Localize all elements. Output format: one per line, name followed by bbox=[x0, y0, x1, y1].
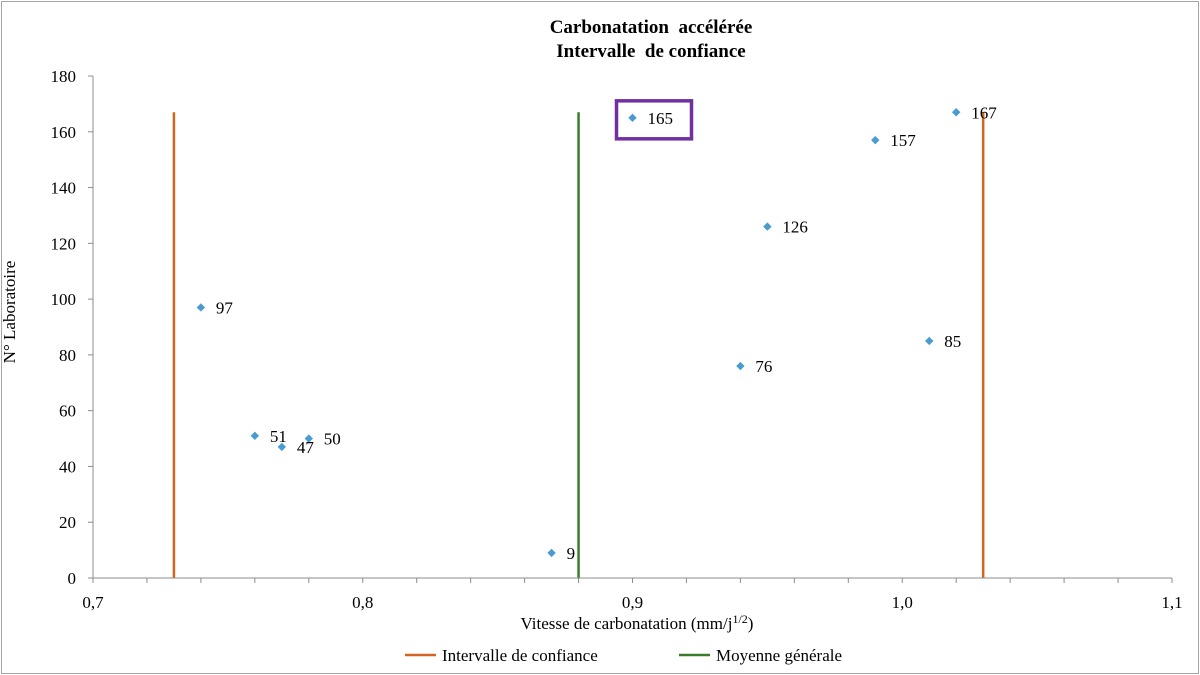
x-axis-label-superscript: 1/2 bbox=[732, 612, 747, 626]
y-tick-label: 180 bbox=[51, 67, 77, 86]
highlight-box bbox=[614, 99, 694, 141]
x-tick-label: 0,7 bbox=[82, 593, 104, 612]
y-tick-label: 140 bbox=[51, 179, 77, 198]
legend-label-moyenne: Moyenne générale bbox=[716, 646, 842, 665]
x-axis-label: Vitesse de carbonatation (mm/j1/2) bbox=[521, 612, 754, 633]
data-label-157: 157 bbox=[890, 131, 916, 150]
x-axis-label-main: Vitesse de carbonatation (mm/j bbox=[521, 614, 733, 633]
y-tick-label: 100 bbox=[51, 290, 77, 309]
y-tick-label: 120 bbox=[51, 234, 77, 253]
data-label-76: 76 bbox=[755, 357, 772, 376]
data-label-97: 97 bbox=[216, 298, 234, 317]
legend-label-intervalle: Intervalle de confiance bbox=[442, 646, 598, 665]
data-label-50: 50 bbox=[324, 430, 341, 449]
data-label-167: 167 bbox=[971, 103, 997, 122]
x-tick-label: 1,1 bbox=[1161, 593, 1182, 612]
highlight-rect-165 bbox=[614, 99, 694, 141]
chart-title: Carbonatation accélérée Intervalle de co… bbox=[550, 17, 753, 62]
y-tick-label: 80 bbox=[59, 346, 76, 365]
data-point-167 bbox=[952, 108, 961, 117]
reference-lines bbox=[172, 112, 985, 578]
data-label-47: 47 bbox=[297, 438, 315, 457]
legend: Intervalle de confiance Moyenne générale bbox=[405, 646, 842, 665]
chart-title-line-1: Carbonatation accélérée bbox=[550, 17, 753, 38]
y-axis-label: N° Laboratoire bbox=[0, 261, 19, 364]
data-label-51: 51 bbox=[270, 427, 287, 446]
data-point-47 bbox=[277, 442, 287, 452]
data-label-165: 165 bbox=[648, 109, 674, 128]
x-tick-label: 1,0 bbox=[892, 593, 913, 612]
data-point-97 bbox=[196, 303, 206, 312]
data-label-9: 9 bbox=[567, 544, 576, 563]
data-label-126: 126 bbox=[782, 218, 808, 237]
chart-title-line-2: Intervalle de confiance bbox=[556, 41, 745, 62]
data-point-9 bbox=[547, 548, 556, 558]
data-point-126 bbox=[763, 222, 772, 231]
x-tick-label: 0,9 bbox=[622, 593, 643, 612]
y-tick-label: 60 bbox=[59, 402, 76, 421]
data-point-157 bbox=[871, 135, 880, 145]
axes: 0 20 40 60 80 100 120 140 160 180 0,7 0,8 0,9 1,0 1,1 bbox=[51, 67, 1183, 612]
y-tick-label: 0 bbox=[68, 569, 77, 588]
data-point-85 bbox=[925, 336, 934, 346]
y-tick-label: 40 bbox=[59, 457, 76, 476]
data-points bbox=[196, 108, 961, 558]
data-point-76 bbox=[736, 361, 745, 371]
data-labels: 97 51 47 50 9 165 76 126 157 85 167 bbox=[216, 103, 997, 563]
x-axis-label-end: ) bbox=[748, 614, 754, 633]
data-point-51 bbox=[250, 431, 260, 440]
x-tick-label: 0,8 bbox=[352, 593, 373, 612]
y-tick-label: 160 bbox=[51, 123, 77, 142]
data-label-85: 85 bbox=[944, 332, 961, 351]
data-point-165 bbox=[628, 113, 637, 123]
data-point-50 bbox=[304, 434, 313, 443]
y-tick-label: 20 bbox=[59, 513, 76, 532]
